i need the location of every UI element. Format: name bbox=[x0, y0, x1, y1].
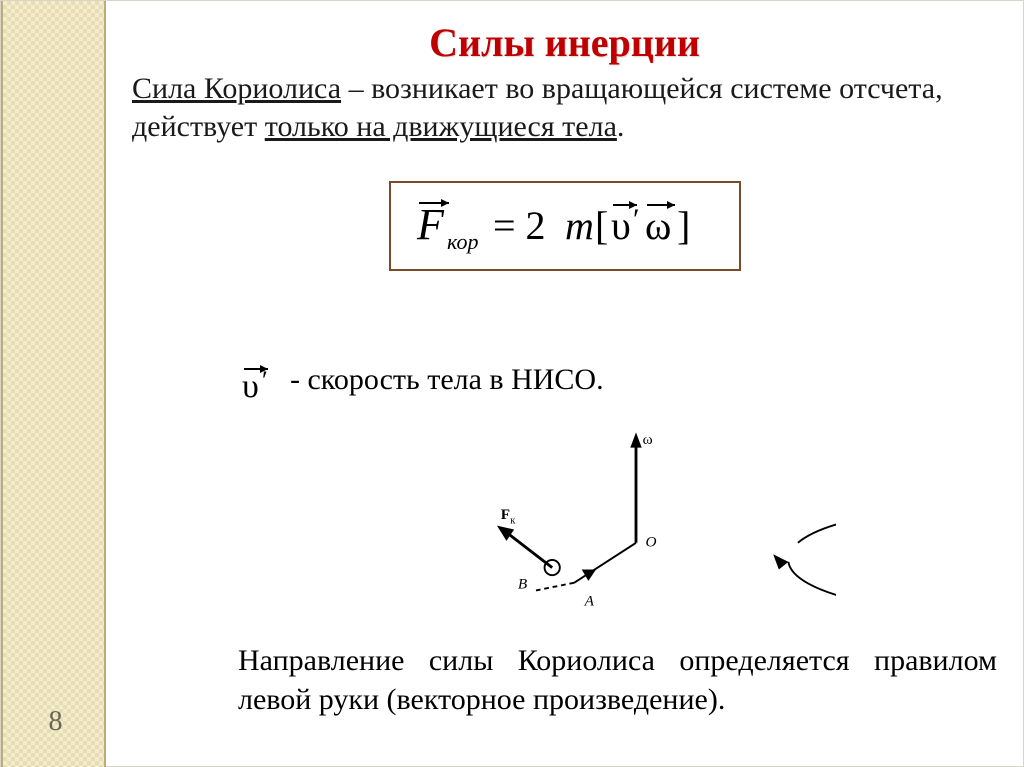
slide: 8 Силы инерции Сила Кориолиса – возникае… bbox=[0, 0, 1024, 767]
diagram-label-F-sub: к bbox=[510, 516, 516, 527]
diagram-omega-arrowhead bbox=[630, 432, 641, 447]
diagram-ellipse bbox=[788, 510, 836, 609]
formula-eq: = 2 bbox=[493, 203, 546, 248]
diagram-force-arrowhead bbox=[497, 526, 514, 541]
diagram-label-B: B bbox=[518, 576, 527, 593]
diagram-label-F: F bbox=[501, 506, 510, 523]
formula-open: [ bbox=[595, 203, 608, 248]
velocity-symbol: υ ′ bbox=[238, 361, 284, 407]
diagram-radial-arrowhead bbox=[582, 569, 596, 580]
side-strip: 8 bbox=[1, 1, 106, 767]
formula-close: ] bbox=[677, 203, 690, 248]
diagram-label-omega: ω bbox=[643, 431, 653, 448]
page-number: 8 bbox=[3, 706, 108, 738]
intro-paragraph: Сила Кориолиса – возникает во вращающейс… bbox=[132, 70, 997, 145]
intro-tail: . bbox=[617, 110, 625, 143]
formula-F-sub: кор bbox=[447, 229, 478, 254]
diagram-label-O: O bbox=[646, 534, 657, 551]
vel-v: υ bbox=[242, 368, 259, 405]
intro-underlined: только на движущиеся тела bbox=[265, 110, 617, 143]
formula-vprime: ′ bbox=[633, 203, 640, 236]
formula-F: F bbox=[416, 200, 445, 249]
diagram-rotation-arrowhead bbox=[773, 554, 788, 569]
formula-v: υ bbox=[611, 203, 631, 248]
diagram-svg: O ω B A F к bbox=[436, 419, 836, 619]
formula-svg: F кор = 2 m [ υ ′ ω ] bbox=[415, 193, 715, 259]
term-coriolis: Сила Кориолиса bbox=[132, 72, 341, 105]
formula-box: F кор = 2 m [ υ ′ ω ] bbox=[389, 181, 741, 271]
formula-container: F кор = 2 m [ υ ′ ω ] bbox=[106, 145, 1023, 276]
velocity-note-text: - скорость тела в НИСО. bbox=[290, 363, 604, 397]
content-area: Силы инерции Сила Кориолиса – возникает … bbox=[106, 1, 1023, 766]
diagram-radial-solid bbox=[574, 543, 636, 583]
bottom-paragraph: Направление силы Кориолиса определяется … bbox=[238, 641, 997, 719]
vel-prime: ′ bbox=[262, 366, 268, 395]
diagram-radial-dashed bbox=[536, 583, 574, 591]
formula-omega: ω bbox=[645, 203, 671, 248]
formula-m: m bbox=[565, 203, 594, 248]
slide-title: Силы инерции bbox=[106, 19, 1023, 66]
diagram-label-A: A bbox=[584, 593, 595, 610]
